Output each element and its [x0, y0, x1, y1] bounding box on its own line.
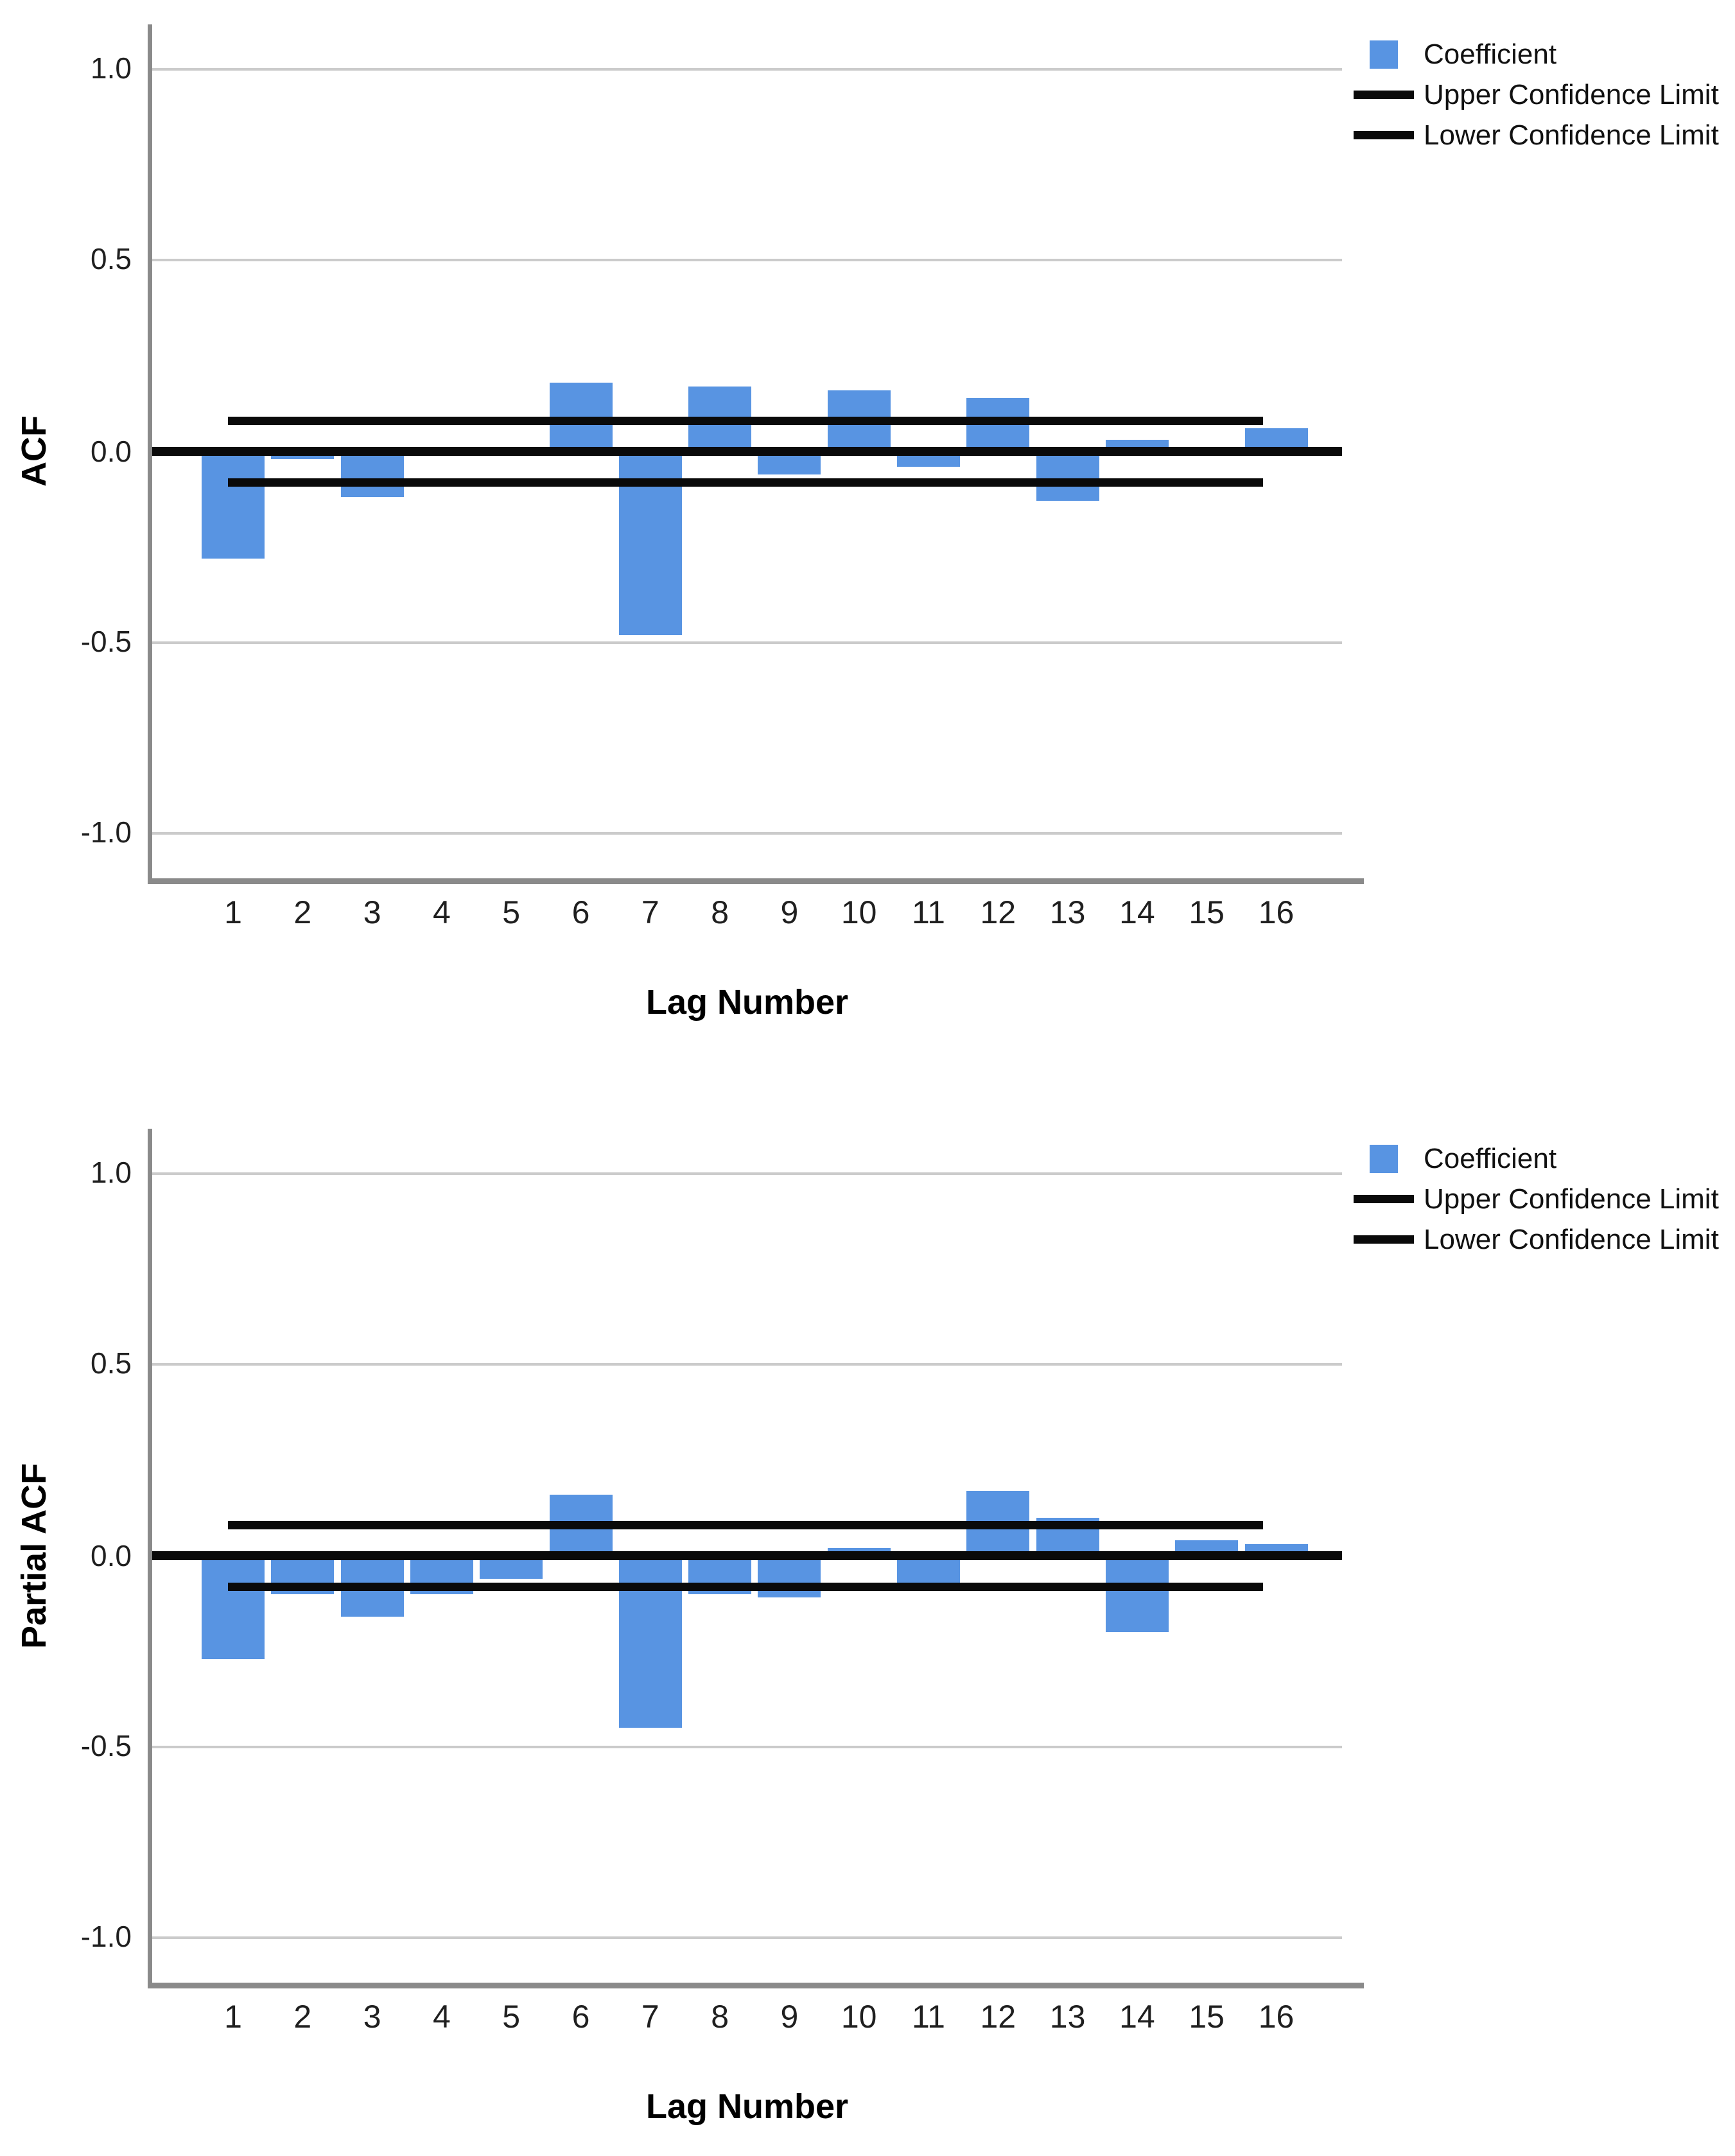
acf-plot-area: [152, 24, 1342, 878]
upper-confidence-line: [228, 1521, 1263, 1530]
y-tick-label: 1.0: [91, 51, 132, 85]
x-tick-label: 15: [1189, 1999, 1225, 2035]
x-axis-line: [148, 1983, 1364, 1988]
x-tick-label: 7: [641, 1999, 659, 2035]
x-tick-label: 5: [502, 1999, 521, 2035]
legend-label: Coefficient: [1424, 1142, 1557, 1174]
x-tick-label: 6: [571, 1999, 590, 2035]
legend-label: Upper Confidence Limit: [1424, 78, 1719, 110]
gridline: [152, 641, 1342, 644]
x-tick-label: 2: [293, 1999, 312, 2035]
gridline: [152, 68, 1342, 71]
y-axis-line: [148, 24, 152, 884]
y-tick-label: -0.5: [80, 1729, 132, 1762]
legend: Coefficient Upper Confidence Limit Lower…: [1352, 1138, 1731, 1260]
legend-item-upper-confidence: Upper Confidence Limit: [1352, 1179, 1731, 1219]
bar-lag-9: [758, 1556, 821, 1598]
x-tick-label: 13: [1049, 1999, 1086, 2035]
x-tick-labels: 1 2 3 4 5 6 7 8 9 10 11 12 13 14 15 16: [152, 1999, 1342, 2037]
x-axis-line: [148, 878, 1364, 884]
zero-line: [152, 447, 1342, 456]
x-tick-label: 5: [502, 894, 521, 930]
bar-lag-13: [1036, 451, 1099, 501]
upper-confidence-line-swatch-icon: [1354, 91, 1414, 99]
x-tick-label: 1: [224, 894, 242, 930]
upper-confidence-line: [228, 417, 1263, 426]
x-tick-label: 7: [641, 894, 659, 930]
x-tick-label: 16: [1258, 1999, 1295, 2035]
bar-lag-1: [202, 451, 265, 559]
acf-chart: ACF 1.0 0.5 0.0 -0.5 -1.0 1 2 3 4 5 6 7 8 9 10 11 1…: [0, 24, 1735, 1052]
y-tick-label: 1.0: [91, 1156, 132, 1189]
upper-confidence-line-swatch-icon: [1354, 1195, 1414, 1203]
legend-label: Coefficient: [1424, 38, 1557, 70]
x-tick-label: 9: [780, 1999, 799, 2035]
x-tick-label: 4: [432, 894, 451, 930]
legend: Coefficient Upper Confidence Limit Lower…: [1352, 34, 1731, 155]
x-tick-label: 8: [711, 1999, 729, 2035]
zero-line: [152, 1551, 1342, 1560]
x-axis-title: Lag Number: [645, 2087, 849, 2126]
x-tick-label: 14: [1119, 1999, 1155, 2035]
x-tick-label: 11: [912, 894, 945, 930]
lower-confidence-line: [228, 1582, 1263, 1591]
coefficient-swatch-icon: [1370, 40, 1398, 69]
x-tick-label: 14: [1119, 894, 1155, 930]
legend-item-coefficient: Coefficient: [1352, 1138, 1731, 1179]
x-tick-label: 12: [980, 1999, 1016, 2035]
y-tick-label: 0.0: [91, 1539, 132, 1572]
x-tick-label: 11: [912, 1999, 945, 2035]
x-tick-label: 2: [293, 894, 312, 930]
x-tick-label: 10: [841, 894, 877, 930]
x-tick-label: 12: [980, 894, 1016, 930]
x-tick-label: 4: [432, 1999, 451, 2035]
y-tick-label: 0.0: [91, 435, 132, 468]
bar-lag-3: [340, 451, 404, 498]
bar-lag-7: [618, 1556, 682, 1728]
y-tick-label: -1.0: [80, 815, 132, 849]
bar-lag-14: [1105, 1556, 1169, 1632]
gridline: [152, 1172, 1342, 1175]
legend-label: Upper Confidence Limit: [1424, 1183, 1719, 1215]
y-tick-label: -1.0: [80, 1920, 132, 1953]
x-tick-label: 9: [780, 894, 799, 930]
lower-confidence-line-swatch-icon: [1354, 1235, 1414, 1244]
x-tick-label: 3: [363, 1999, 381, 2035]
x-tick-label: 10: [841, 1999, 877, 2035]
lower-confidence-line-swatch-icon: [1354, 131, 1414, 139]
gridline: [152, 1936, 1342, 1939]
bar-lag-1: [202, 1556, 265, 1659]
x-tick-label: 6: [571, 894, 590, 930]
gridline: [152, 259, 1342, 261]
x-tick-label: 16: [1258, 894, 1295, 930]
legend-label: Lower Confidence Limit: [1424, 119, 1719, 151]
legend-label: Lower Confidence Limit: [1424, 1223, 1719, 1255]
x-tick-labels: 1 2 3 4 5 6 7 8 9 10 11 12 13 14 15 16: [152, 894, 1342, 933]
legend-item-coefficient: Coefficient: [1352, 34, 1731, 74]
x-tick-label: 1: [224, 1999, 242, 2035]
x-tick-label: 8: [711, 894, 729, 930]
y-tick-label: 0.5: [91, 1346, 132, 1380]
gridline: [152, 1363, 1342, 1366]
legend-item-upper-confidence: Upper Confidence Limit: [1352, 74, 1731, 115]
y-tick-label: -0.5: [80, 625, 132, 658]
legend-item-lower-confidence: Lower Confidence Limit: [1352, 1219, 1731, 1260]
x-tick-label: 3: [363, 894, 381, 930]
x-axis-title: Lag Number: [645, 983, 849, 1021]
y-axis-line: [148, 1129, 152, 1988]
gridline: [152, 1746, 1342, 1748]
y-tick-label: 0.5: [91, 242, 132, 275]
legend-item-lower-confidence: Lower Confidence Limit: [1352, 115, 1731, 155]
gridline: [152, 832, 1342, 835]
x-tick-label: 15: [1189, 894, 1225, 930]
x-tick-label: 13: [1049, 894, 1086, 930]
coefficient-swatch-icon: [1370, 1144, 1398, 1173]
pacf-plot-area: [152, 1129, 1342, 1983]
lower-confidence-line: [228, 478, 1263, 487]
